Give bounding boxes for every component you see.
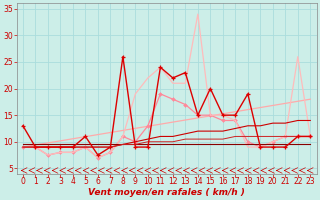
X-axis label: Vent moyen/en rafales ( km/h ): Vent moyen/en rafales ( km/h )	[88, 188, 245, 197]
